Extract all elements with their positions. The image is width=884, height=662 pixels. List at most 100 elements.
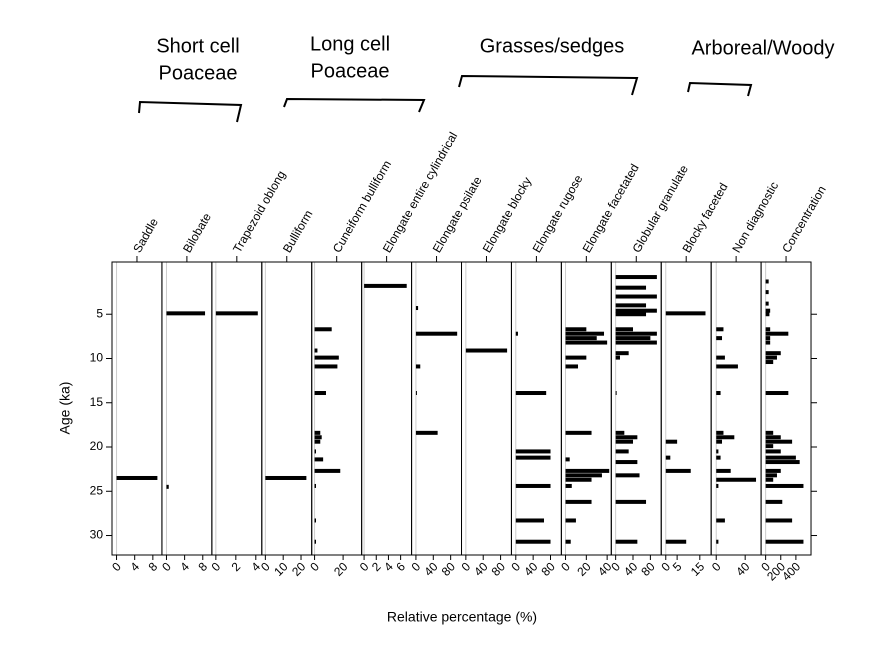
bar — [716, 391, 721, 396]
bar — [265, 475, 307, 480]
bar — [765, 473, 777, 478]
bar — [515, 391, 547, 396]
panel-title: Saddle — [130, 215, 161, 255]
x-tick-label: 0 — [409, 559, 424, 574]
panel-title: Non diagnostic — [729, 179, 781, 255]
x-tick-label: 8 — [196, 559, 211, 574]
x-tick-label: 0 — [459, 559, 474, 574]
panel-title: Globular granulate — [629, 162, 691, 255]
x-tick-label: 2 — [369, 559, 384, 574]
bracket — [138, 100, 243, 123]
x-tick-label: 2 — [229, 559, 244, 574]
bar — [615, 391, 617, 396]
bar — [716, 518, 725, 523]
x-tick-label: 20 — [289, 559, 309, 579]
bar — [765, 301, 769, 306]
bar — [314, 449, 316, 454]
x-tick-label: 0 — [509, 559, 524, 574]
x-tick-label: 20 — [331, 559, 351, 579]
panel-frame — [510, 261, 562, 556]
bar — [615, 336, 651, 341]
bar — [765, 499, 783, 504]
bar — [665, 455, 671, 460]
bar — [765, 340, 771, 345]
bar — [615, 473, 640, 478]
bar — [314, 539, 316, 544]
group-title: Poaceae — [159, 62, 238, 84]
bar — [465, 348, 508, 353]
group-title: Arboreal/Woody — [691, 37, 834, 59]
bar — [665, 311, 706, 316]
y-tick-label: 15 — [90, 395, 104, 409]
bar — [615, 439, 634, 444]
bar — [515, 539, 551, 544]
bar — [716, 355, 725, 360]
bar — [765, 435, 781, 440]
panel-title: Bilobate — [180, 210, 214, 255]
x-tick-label: 8 — [146, 559, 161, 574]
bar — [515, 331, 518, 336]
bar — [314, 439, 321, 444]
bar — [765, 312, 770, 317]
bar — [765, 518, 793, 523]
x-tick-label: 0 — [109, 559, 124, 574]
panel-frame — [660, 261, 712, 556]
bar — [765, 468, 781, 473]
bar — [716, 435, 735, 440]
bar — [215, 311, 258, 316]
bar — [314, 430, 321, 435]
panel-frame — [161, 261, 213, 556]
x-tick-label: 400 — [779, 559, 803, 583]
panel-frame — [560, 261, 612, 556]
bar — [615, 499, 647, 504]
bar — [716, 477, 757, 482]
bar — [765, 327, 771, 332]
x-tick-label: 6 — [393, 559, 408, 574]
bar — [314, 518, 316, 523]
bar — [765, 444, 774, 449]
bar — [765, 483, 804, 488]
bar — [765, 355, 777, 360]
bar — [565, 473, 602, 478]
panel-title: Elongate psilate — [430, 174, 485, 255]
bar — [615, 355, 620, 360]
y-axis-label: Age (ka) — [57, 382, 73, 435]
bar — [765, 455, 796, 460]
y-tick-label: 5 — [96, 306, 103, 320]
bar — [314, 435, 322, 440]
panel-frame — [211, 261, 263, 556]
bar — [314, 483, 316, 488]
panel-frame — [311, 261, 363, 556]
bar — [565, 499, 592, 504]
y-tick-label: 10 — [90, 351, 104, 365]
x-tick-label: 20 — [574, 559, 594, 579]
bar — [565, 340, 608, 345]
panel-title: Elongate blocky — [480, 175, 534, 255]
bar — [615, 430, 625, 435]
bar — [716, 449, 719, 454]
bar — [716, 439, 723, 444]
panel-title: Elongate facetated — [580, 161, 642, 255]
bar — [415, 364, 421, 369]
panel-frame — [111, 261, 163, 556]
bar — [415, 306, 419, 311]
bar — [615, 435, 638, 440]
bar — [565, 355, 587, 360]
bar — [615, 340, 657, 345]
y-tick-label: 25 — [90, 483, 104, 497]
x-tick-label: 0 — [307, 559, 322, 574]
bar — [615, 285, 647, 290]
bar — [716, 539, 719, 544]
panel-frame — [760, 261, 812, 556]
bar — [515, 483, 551, 488]
bar — [615, 351, 629, 356]
bar — [565, 483, 572, 488]
bar — [716, 468, 731, 473]
x-tick-label: 5 — [670, 559, 685, 574]
bar — [565, 364, 579, 369]
bar — [615, 539, 638, 544]
bar — [716, 364, 738, 369]
bar — [415, 391, 417, 396]
bar — [314, 364, 338, 369]
